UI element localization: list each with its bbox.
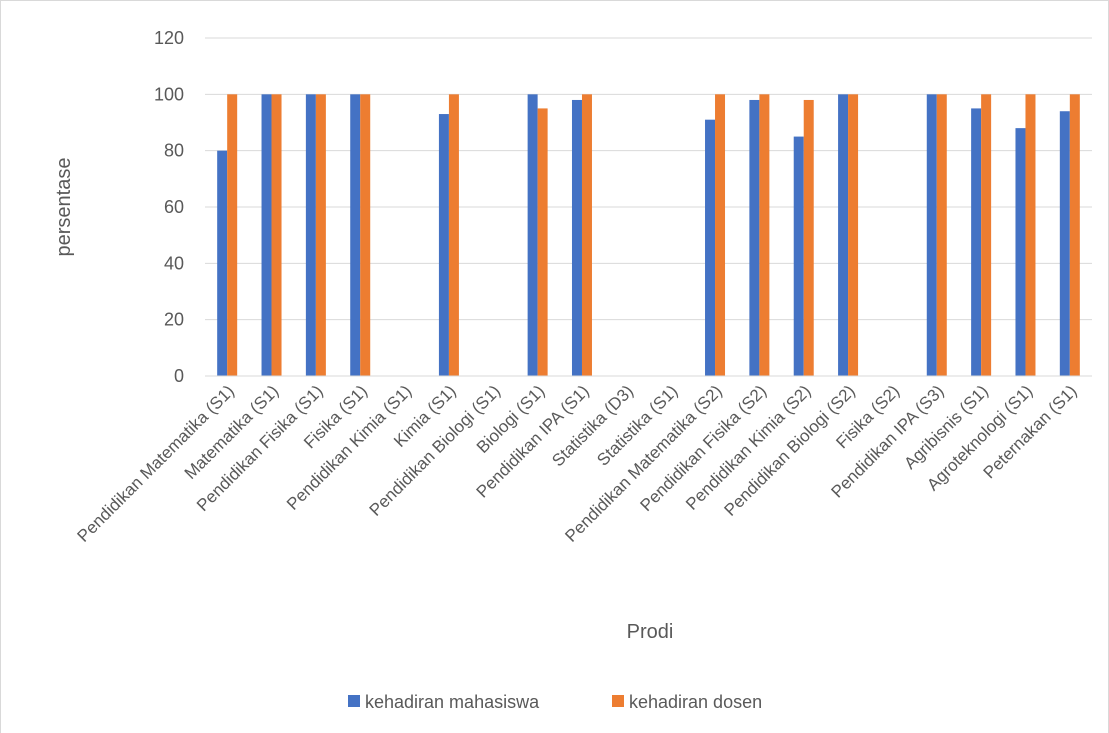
y-axis-ticks: 0 20 40 60 80 100 120 xyxy=(154,28,184,386)
bar-dosen xyxy=(581,94,592,376)
bar-mahasiswa xyxy=(438,114,449,377)
x-axis-title: Prodi xyxy=(627,621,674,643)
bar-mahasiswa xyxy=(793,136,804,376)
bars xyxy=(217,94,1080,377)
bar-mahasiswa xyxy=(217,150,228,376)
bar-mahasiswa xyxy=(305,94,316,376)
y-tick-label: 60 xyxy=(164,197,184,217)
bar-mahasiswa xyxy=(838,94,849,376)
y-tick-label: 40 xyxy=(164,253,184,273)
bar-dosen xyxy=(715,94,726,376)
bar-mahasiswa xyxy=(350,94,361,376)
legend-swatch xyxy=(612,695,624,707)
y-tick-label: 80 xyxy=(164,141,184,161)
legend-swatch xyxy=(348,695,360,707)
legend-label: kehadiran dosen xyxy=(629,692,762,712)
bar-mahasiswa xyxy=(1015,128,1026,376)
bar-dosen xyxy=(981,94,992,376)
bar-dosen xyxy=(315,94,326,376)
y-tick-label: 0 xyxy=(174,366,184,386)
legend-label: kehadiran mahasiswa xyxy=(365,692,540,712)
gridlines xyxy=(205,37,1092,321)
bar-mahasiswa xyxy=(527,94,538,376)
y-tick-label: 120 xyxy=(154,28,184,48)
y-tick-label: 20 xyxy=(164,310,184,330)
bar-mahasiswa xyxy=(261,94,272,376)
y-tick-label: 100 xyxy=(154,84,184,104)
bar-dosen xyxy=(848,94,859,376)
bar-dosen xyxy=(448,94,459,376)
bar-dosen xyxy=(759,94,770,376)
bar-dosen xyxy=(936,94,947,376)
bar-dosen xyxy=(537,108,548,377)
bar-dosen xyxy=(803,99,814,376)
bar-dosen xyxy=(271,94,282,376)
legend: kehadiran mahasiswa kehadiran dosen xyxy=(348,692,762,712)
bar-dosen xyxy=(360,94,371,376)
bar-mahasiswa xyxy=(571,99,582,376)
bar-mahasiswa xyxy=(926,94,937,376)
bar-mahasiswa xyxy=(705,119,716,376)
bar-mahasiswa xyxy=(749,99,760,376)
x-axis-categories: Pendidikan Matematika (S1)Matematika (S1… xyxy=(74,381,1081,545)
bar-mahasiswa xyxy=(1059,111,1070,376)
bar-dosen xyxy=(227,94,238,376)
y-axis-title: persentase xyxy=(53,158,75,257)
bar-dosen xyxy=(1069,94,1080,376)
bar-mahasiswa xyxy=(971,108,982,377)
bar-dosen xyxy=(1025,94,1036,376)
